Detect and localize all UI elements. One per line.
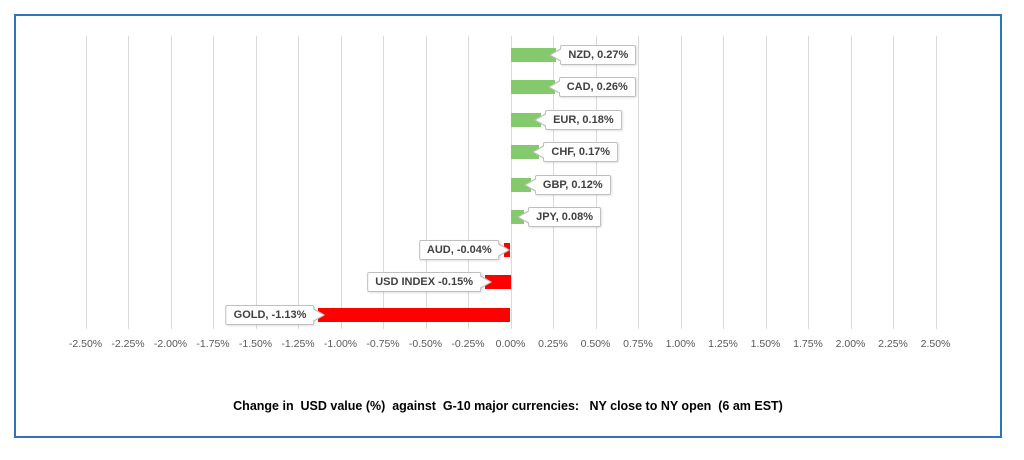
- x-axis-tick-label: 0.25%: [538, 338, 568, 350]
- x-axis-tick-label: -0.75%: [366, 338, 400, 350]
- gridline: [680, 36, 682, 329]
- gridline: [298, 36, 299, 329]
- gridline: [893, 36, 894, 329]
- callout-pointer-fill: [551, 48, 563, 61]
- data-label-eur: EUR, 0.18%: [534, 109, 622, 130]
- callout-pointer-fill: [497, 243, 509, 256]
- callout-pointer-fill: [549, 81, 561, 93]
- data-label-text: CAD, 0.26%: [566, 81, 628, 93]
- gridline: [128, 36, 129, 329]
- x-axis-tick-label: -1.00%: [323, 338, 358, 350]
- gridline: [765, 36, 767, 329]
- x-axis-tick-label: 0.50%: [580, 338, 611, 350]
- x-axis-tick-label: -1.25%: [281, 338, 315, 350]
- gridline: [213, 36, 214, 329]
- gridline: [340, 36, 342, 329]
- data-label-aud: AUD, -0.04%: [418, 239, 511, 260]
- x-axis-tick-label: -1.50%: [238, 338, 273, 350]
- callout-pointer-fill: [536, 113, 548, 126]
- x-axis-tick-label: 1.25%: [708, 338, 738, 350]
- data-label-usd-index: USD INDEX -0.15%: [367, 272, 492, 292]
- x-axis-tick-label: -2.00%: [153, 338, 188, 350]
- bar-eur: [510, 112, 542, 127]
- gridline: [850, 36, 852, 329]
- x-axis-tick-label: -0.50%: [408, 338, 443, 350]
- bar-chf: [510, 145, 540, 159]
- data-label-text: CHF, 0.17%: [551, 146, 611, 158]
- bar-cad: [510, 80, 555, 94]
- callout-pointer-fill: [525, 178, 537, 191]
- callout-pointer-fill: [519, 211, 531, 223]
- gridline: [425, 36, 427, 329]
- chart-title: Change in USD value (%) against G-10 maj…: [233, 399, 783, 413]
- data-label-jpy: JPY, 0.08%: [517, 207, 601, 227]
- chart-border-frame: [14, 14, 1002, 438]
- gridline: [935, 36, 937, 329]
- data-label-text: GBP, 0.12%: [542, 178, 603, 191]
- callout-pointer-fill: [479, 276, 490, 288]
- x-axis-tick-label: -2.25%: [111, 338, 145, 350]
- data-label-gold: GOLD, -1.13%: [225, 304, 326, 325]
- data-label-nzd: NZD, 0.27%: [549, 44, 637, 65]
- gridline: [255, 36, 257, 329]
- x-axis-tick-label: 1.50%: [750, 338, 781, 350]
- gridline: [808, 36, 809, 329]
- gridline: [468, 36, 469, 329]
- x-axis-tick-label: 2.50%: [920, 338, 951, 350]
- x-axis-tick-label: 0.00%: [495, 338, 526, 350]
- gridline: [638, 36, 639, 329]
- data-label-text: NZD, 0.27%: [568, 48, 629, 61]
- gridline: [723, 36, 724, 329]
- data-label-text: EUR, 0.18%: [553, 113, 614, 126]
- bar-gold: [318, 307, 511, 322]
- data-label-text: GOLD, -1.13%: [233, 308, 307, 321]
- data-label-cad: CAD, 0.26%: [547, 77, 636, 97]
- x-axis-tick-label: 1.75%: [793, 338, 823, 350]
- x-axis-tick-label: -1.75%: [196, 338, 230, 350]
- data-label-text: USD INDEX -0.15%: [375, 276, 473, 288]
- callout-pointer-fill: [534, 146, 546, 158]
- data-label-text: JPY, 0.08%: [536, 211, 593, 223]
- gridline: [85, 36, 87, 329]
- callout-pointer-fill: [312, 308, 324, 321]
- data-label-text: AUD, -0.04%: [426, 243, 492, 256]
- x-axis-tick-label: 2.25%: [878, 338, 908, 350]
- x-axis-tick-label: 2.00%: [835, 338, 866, 350]
- bar-nzd: [510, 47, 557, 62]
- x-axis-tick-label: -0.25%: [451, 338, 485, 350]
- data-label-gbp: GBP, 0.12%: [523, 174, 611, 195]
- x-axis-tick-label: 0.75%: [623, 338, 653, 350]
- gridline: [170, 36, 172, 329]
- data-label-chf: CHF, 0.17%: [532, 142, 619, 162]
- x-axis-tick-label: 1.00%: [665, 338, 696, 350]
- x-axis-tick-label: -2.50%: [68, 338, 103, 350]
- gridline: [383, 36, 384, 329]
